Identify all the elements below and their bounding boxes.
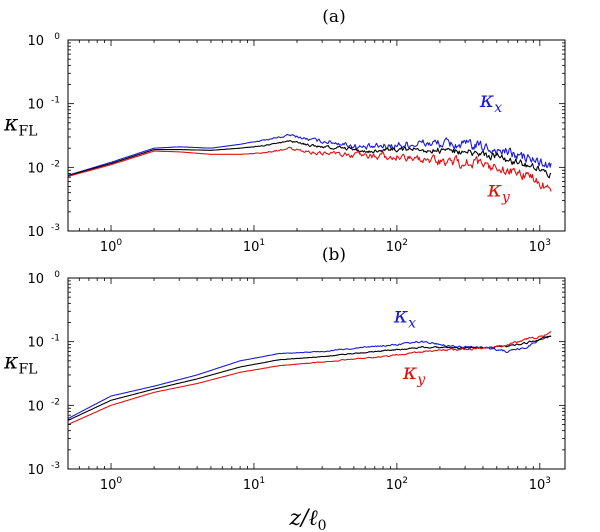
- y-tick-label: 10 -3: [27, 223, 60, 240]
- series-line-3: [67, 146, 552, 192]
- y-tick-label: 10 0: [27, 32, 60, 49]
- x-axis-label: z/ℓ0: [288, 506, 326, 532]
- plot-frame: [67, 39, 566, 232]
- y-axis-label: κFL: [3, 350, 37, 378]
- series-annotation-y: κy: [402, 360, 426, 388]
- series-annotation-x: κx: [393, 304, 416, 332]
- series-annotation-y: κy: [486, 177, 510, 205]
- series-annotation-x: κx: [479, 88, 502, 116]
- x-tick-label: 103: [529, 238, 551, 255]
- y-axis-label: κFL: [3, 112, 37, 140]
- series-line-1: [67, 335, 552, 420]
- series-line-2: [67, 335, 552, 421]
- series-line-1: [67, 133, 552, 176]
- x-tick-label: 102: [386, 476, 408, 493]
- y-tick-label: 10 0: [27, 270, 60, 287]
- x-tick-label: 100: [100, 476, 123, 493]
- x-tick-label: 101: [243, 476, 265, 493]
- x-tick-label: 102: [386, 238, 408, 255]
- x-tick-label: 103: [529, 476, 551, 493]
- panel-b: (b) 100 101 102 103 10-3 10-2 10-1 10 0 κFL z/ℓ0 κx…: [3, 245, 566, 532]
- series-line-3: [67, 331, 552, 426]
- panel-a: (a) 100 101 102 103 10-3 10-2 10-1 10 0 κFL κx κy: [3, 7, 566, 255]
- panel-a-label: (a): [322, 7, 345, 27]
- x-tick-label: 101: [243, 238, 265, 255]
- y-tick-label: 10 -2: [27, 159, 60, 176]
- y-tick-label: 10 -3: [27, 461, 60, 478]
- y-tick-label: 10 -1: [27, 334, 60, 351]
- y-tick-label: 10 -1: [27, 96, 60, 113]
- series-line-2: [67, 139, 552, 179]
- panel-b-label: (b): [322, 245, 346, 265]
- plot-frame: [67, 277, 566, 470]
- y-tick-label: 10 -2: [27, 397, 60, 414]
- x-tick-label: 100: [100, 238, 123, 255]
